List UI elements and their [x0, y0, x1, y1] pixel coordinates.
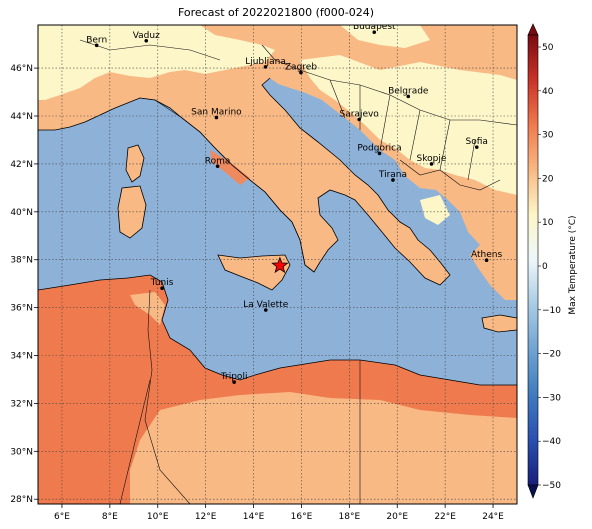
- island-crete: [482, 315, 517, 332]
- city-dot: [94, 43, 99, 48]
- city-dot: [299, 70, 303, 75]
- city-label: Skopje: [417, 154, 447, 164]
- lat-tick-label: 30°N: [10, 447, 33, 457]
- city-dot: [372, 30, 377, 34]
- cool-region-pannonia: [340, 25, 430, 48]
- city-dot: [429, 162, 434, 166]
- city-dot: [357, 117, 361, 122]
- colorbar-scale: [527, 34, 539, 486]
- city-label: Tunis: [150, 278, 174, 288]
- city-dot: [474, 145, 479, 149]
- island-sicily: [218, 255, 290, 290]
- map-title: Forecast of 2022021800 (f000-024): [177, 6, 375, 19]
- lon-tick-label: 24°E: [482, 512, 504, 522]
- colorbar-label: Max Temperature (°C): [568, 215, 578, 315]
- colorbar-tick-label: −20: [542, 350, 561, 360]
- island-sardinia: [118, 186, 146, 238]
- lat-tick-label: 28°N: [10, 495, 33, 505]
- colorbar-tick-label: 40: [542, 87, 554, 97]
- lat-tick-label: 32°N: [10, 399, 33, 409]
- cool-region-greece: [420, 195, 450, 225]
- lat-tick-label: 40°N: [10, 208, 33, 218]
- location-star-marker: [271, 256, 289, 274]
- coastlines: [38, 77, 517, 386]
- city-label: La Valette: [243, 300, 288, 310]
- africa-light-zone: [130, 292, 165, 325]
- colorbar-min-arrow: [527, 484, 539, 499]
- city-label: Sofia: [466, 137, 488, 147]
- city-label: Sarajevo: [340, 109, 380, 119]
- city-label: Tirana: [378, 170, 407, 180]
- city-label: Tripoli: [220, 372, 248, 382]
- city-label: Bern: [86, 35, 107, 45]
- colorbar-tick-label: 20: [542, 174, 554, 184]
- plot-frame: [37, 24, 518, 505]
- graticule: [38, 25, 517, 504]
- city-dot: [144, 39, 149, 43]
- colorbar-tick-label: −30: [542, 393, 561, 403]
- city-label: Ljubljana: [245, 57, 286, 67]
- city-dot: [160, 286, 164, 291]
- lon-tick-label: 10°E: [147, 512, 169, 522]
- city-dot: [377, 151, 382, 156]
- city-label: Zagreb: [285, 63, 317, 73]
- lon-tick-label: 6°E: [54, 512, 70, 522]
- lat-tick-label: 34°N: [10, 352, 33, 362]
- colorbar-tick-label: −40: [542, 437, 561, 447]
- lon-tick-label: 18°E: [339, 512, 361, 522]
- lat-tick-label: 46°N: [10, 64, 33, 74]
- city-label: Vaduz: [133, 31, 160, 41]
- lat-tick-label: 38°N: [10, 256, 33, 266]
- city-label: Belgrade: [388, 86, 429, 96]
- island-corsica: [126, 145, 144, 182]
- colorbar-tick-label: −50: [542, 481, 561, 491]
- city-label: Roma: [205, 156, 231, 166]
- city-dot: [263, 65, 268, 69]
- lon-tick-label: 14°E: [243, 512, 265, 522]
- longitude-axis: 6°E 8°E 10°E 12°E 14°E 16°E 18°E 20°E 22°E 24°E: [54, 504, 504, 522]
- lon-tick-label: 20°E: [386, 512, 408, 522]
- city-label: San Marino: [191, 107, 242, 117]
- colorbar-ticks: 50 40 30 20 10 0 −10 −20 −30 −40 −50: [538, 43, 561, 491]
- city-label: Podgorica: [357, 143, 401, 153]
- lon-tick-label: 22°E: [434, 512, 456, 522]
- city-dot: [232, 380, 236, 384]
- colorbar-tick-label: −10: [542, 306, 561, 316]
- city-label: Budapest: [353, 22, 396, 32]
- cool-region-balkans: [300, 55, 517, 195]
- latitude-axis: 46°N 44°N 42°N 40°N 38°N 36°N 34°N 32°N 30°N 28°N: [10, 64, 38, 505]
- colorbar-tick-label: 50: [542, 43, 554, 53]
- city-label: Athens: [471, 250, 502, 260]
- warm-region-italy: [210, 150, 250, 185]
- colorbar: 50 40 30 20 10 0 −10 −20 −30 −40 −50: [527, 23, 561, 499]
- lat-tick-label: 42°N: [10, 160, 33, 170]
- colorbar-tick-label: 30: [542, 131, 554, 141]
- colorbar-max-arrow: [527, 23, 539, 36]
- city-dot: [214, 115, 219, 120]
- colorbar-tick-label: 0: [542, 262, 548, 272]
- city-dot: [391, 178, 395, 182]
- lat-tick-label: 44°N: [10, 112, 33, 122]
- africa-light-zone: [130, 392, 517, 504]
- lon-tick-label: 12°E: [195, 512, 217, 522]
- lon-tick-label: 8°E: [102, 512, 118, 522]
- lon-tick-label: 16°E: [291, 512, 313, 522]
- city-dot: [484, 258, 489, 262]
- city-dot: [215, 164, 220, 169]
- lat-tick-label: 36°N: [10, 304, 33, 314]
- city-dot: [406, 94, 411, 99]
- city-dot: [263, 308, 268, 312]
- colorbar-tick-label: 10: [542, 218, 554, 228]
